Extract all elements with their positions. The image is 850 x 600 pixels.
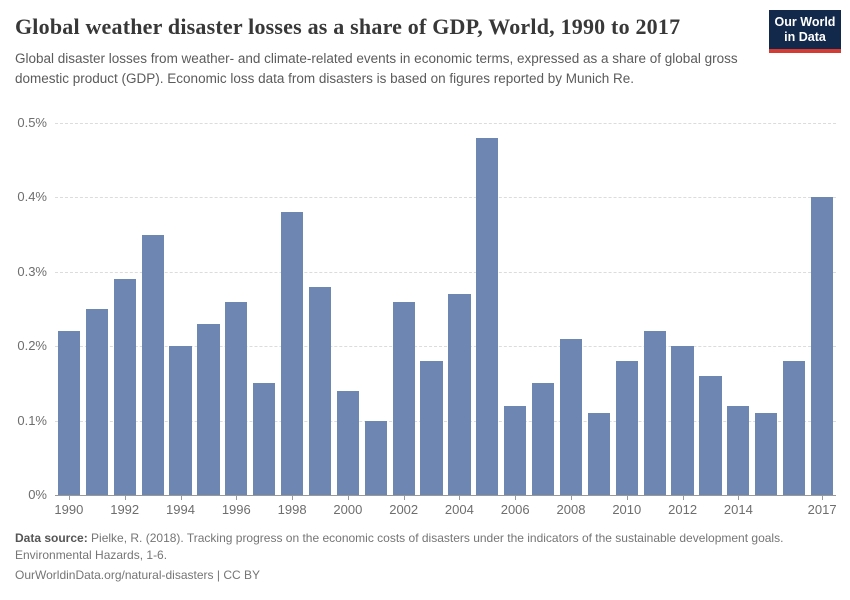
bar-2016[interactable] (783, 361, 806, 495)
x-tick-label-1992: 1992 (110, 502, 140, 517)
bar-2015[interactable] (755, 413, 778, 495)
x-tick-label-2006: 2006 (500, 502, 530, 517)
owid-url-link[interactable]: OurWorldinData.org/natural-disasters (15, 568, 214, 582)
x-tick-2017 (822, 496, 824, 500)
y-tick-label-0%: 0% (28, 487, 47, 502)
gridline-0.4% (55, 197, 836, 198)
bar-1991[interactable] (85, 309, 108, 495)
bar-1996[interactable] (225, 301, 248, 495)
bar-1995[interactable] (197, 323, 220, 495)
y-tick-label-0.3%: 0.3% (17, 264, 47, 279)
x-tick-label-2008: 2008 (556, 502, 586, 517)
bar-1994[interactable] (169, 346, 192, 495)
x-tick-1994 (180, 496, 182, 500)
footer-divider: | (213, 568, 224, 582)
gridline-0.1% (55, 421, 836, 422)
y-tick-label-0.4%: 0.4% (17, 189, 47, 204)
x-tick-1992 (124, 496, 126, 500)
bar-2007[interactable] (532, 383, 555, 495)
bar-2011[interactable] (643, 331, 666, 495)
bar-2012[interactable] (671, 346, 694, 495)
x-tick-label-2012: 2012 (668, 502, 698, 517)
bar-2017[interactable] (810, 197, 834, 495)
x-tick-label-2017: 2017 (807, 502, 837, 517)
x-tick-label-1994: 1994 (166, 502, 195, 517)
x-tick-label-1990: 1990 (54, 502, 84, 517)
x-tick-label-1996: 1996 (221, 502, 251, 517)
bar-1993[interactable] (141, 234, 164, 495)
x-axis-line (55, 495, 836, 496)
y-tick-label-0.1%: 0.1% (17, 413, 47, 428)
license-label: CC BY (223, 568, 261, 582)
bar-2000[interactable] (336, 390, 359, 495)
x-tick-2008 (571, 496, 572, 500)
x-tick-label-2004: 2004 (444, 502, 474, 517)
data-source-note: Data source: Pielke, R. (2018). Tracking… (15, 530, 835, 564)
gridline-0.3% (55, 272, 836, 273)
x-tick-label-2002: 2002 (389, 502, 419, 517)
owid-logo-stripe (769, 49, 841, 53)
bar-2004[interactable] (448, 294, 471, 495)
bar-1999[interactable] (308, 286, 332, 495)
bar-2003[interactable] (420, 361, 443, 495)
bar-2014[interactable] (727, 405, 750, 495)
gridline-0.2% (55, 346, 836, 347)
x-tick-1996 (236, 496, 238, 500)
chart-title: Global weather disaster losses as a shar… (15, 14, 681, 39)
bar-1998[interactable] (280, 212, 304, 495)
bar-1997[interactable] (253, 383, 276, 495)
bar-1992[interactable] (113, 279, 136, 495)
owid-logo-box: Our World in Data (769, 10, 841, 49)
owid-logo-line1: Our World (774, 15, 836, 29)
x-tick-2002 (403, 496, 405, 500)
x-tick-label-1998: 1998 (277, 502, 307, 517)
owid-logo[interactable]: Our World in Data (769, 10, 841, 53)
y-tick-label-0.2%: 0.2% (17, 338, 47, 353)
gridline-0.5% (55, 123, 836, 124)
x-tick-label-2000: 2000 (333, 502, 363, 517)
bar-2006[interactable] (504, 405, 527, 495)
owid-logo-line2: in Data (784, 30, 826, 44)
bar-1990[interactable] (57, 331, 81, 495)
footer-link-line: OurWorldinData.org/natural-disasters | C… (15, 568, 835, 582)
x-tick-1990 (68, 496, 70, 500)
bar-2008[interactable] (559, 338, 583, 495)
data-source-text: Pielke, R. (2018). Tracking progress on … (15, 531, 784, 562)
x-tick-2006 (515, 496, 517, 500)
x-tick-2000 (347, 496, 349, 500)
x-tick-2010 (626, 496, 628, 500)
x-tick-label-2010: 2010 (612, 502, 642, 517)
chart-subtitle: Global disaster losses from weather- and… (15, 51, 738, 86)
data-source-label: Data source: (15, 531, 88, 545)
x-tick-2004 (459, 496, 461, 500)
bar-2002[interactable] (392, 301, 415, 495)
bar-2005[interactable] (476, 137, 499, 495)
x-tick-1998 (292, 496, 294, 500)
bar-2009[interactable] (587, 413, 611, 495)
bar-2010[interactable] (615, 361, 638, 495)
y-tick-label-0.5%: 0.5% (17, 115, 47, 130)
x-tick-label-2014: 2014 (723, 502, 753, 517)
x-tick-2014 (738, 496, 740, 500)
bar-2013[interactable] (699, 376, 722, 495)
bar-2001[interactable] (364, 420, 387, 495)
x-tick-2012 (682, 496, 684, 500)
